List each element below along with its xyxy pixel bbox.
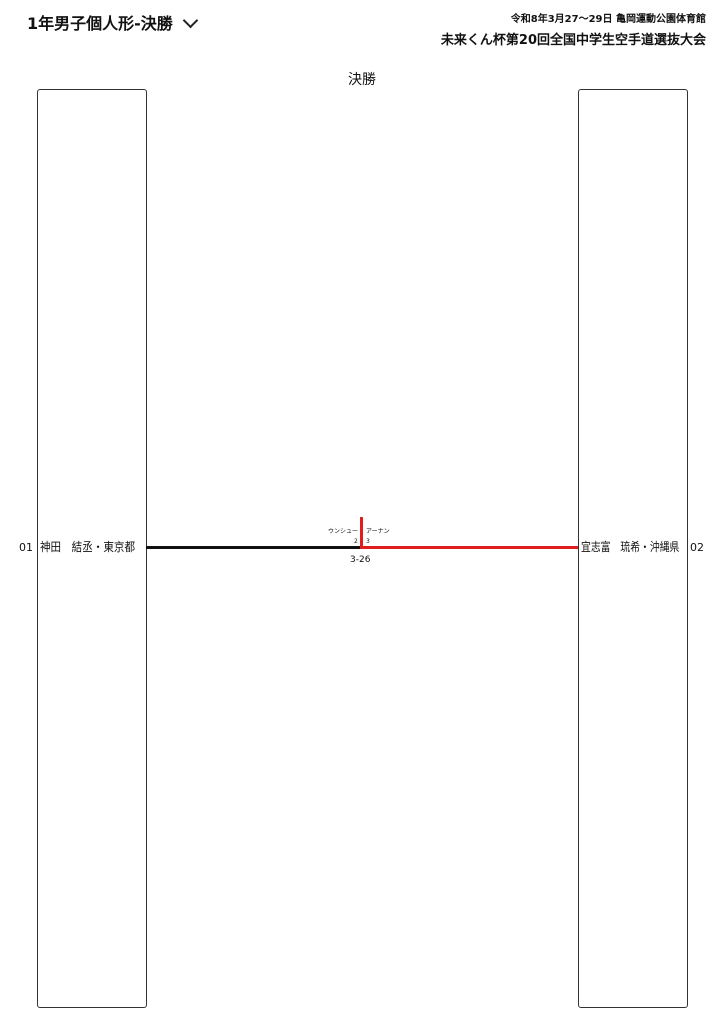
event-selector[interactable]: 1年男子個人形-決勝 [27, 12, 199, 33]
right-seed: 02 [690, 541, 704, 554]
right-competitor-box [578, 89, 688, 1008]
right-competitor-name[interactable]: 宜志富 琉希・沖縄県 [581, 540, 680, 554]
left-competitor-name[interactable]: 神田 結丞・東京都 [40, 540, 136, 554]
winner-vertical-line [360, 517, 363, 548]
right-score: 3 [366, 538, 370, 545]
right-kata: アーナン [366, 528, 390, 535]
match-number[interactable]: 3-26 [350, 555, 371, 565]
left-score: 2 [354, 538, 358, 545]
right-bracket-line-winner [360, 546, 578, 549]
left-bracket-line [146, 546, 362, 549]
left-kata: ウンシュー [327, 528, 358, 535]
round-label: 決勝 [348, 72, 376, 88]
event-date-venue: 令和8年3月27〜29日 亀岡運動公園体育館 [510, 14, 706, 25]
event-title: 1年男子個人形-決勝 [27, 14, 173, 33]
chevron-down-icon [182, 12, 199, 29]
tournament-name: 未来くん杯第20回全国中学生空手道選抜大会 [440, 33, 706, 48]
left-seed: 01 [19, 541, 33, 554]
